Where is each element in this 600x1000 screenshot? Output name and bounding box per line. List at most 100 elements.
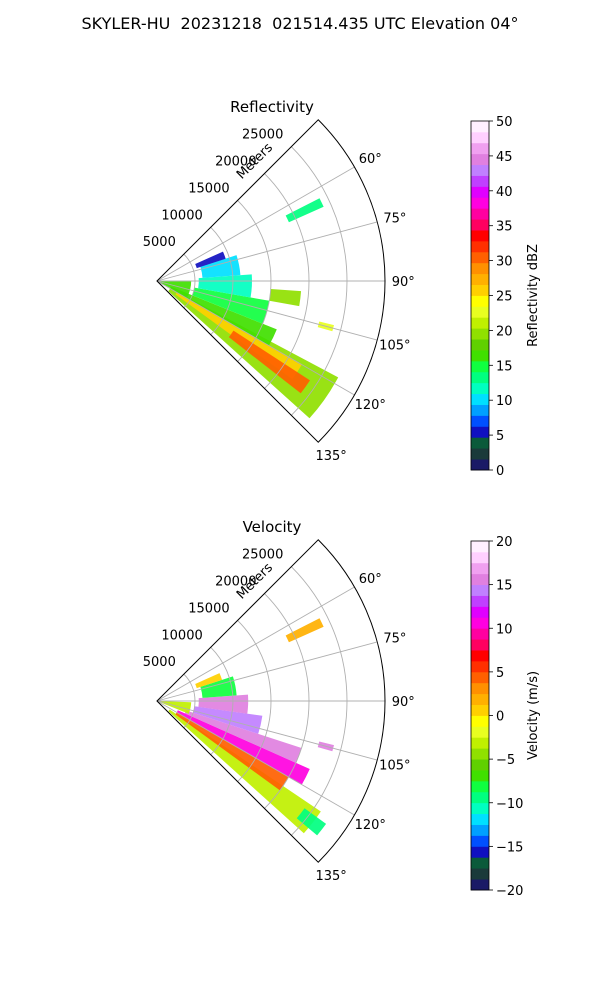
- echo-region: [269, 288, 302, 307]
- colorbar-swatch: [471, 382, 489, 395]
- echo-region: [198, 274, 252, 298]
- colorbar-tick-label: 10: [496, 622, 513, 637]
- colorbar: −20 −15 −10 −5 0 5 10 15 20 Velocity (m/s): [470, 535, 541, 899]
- colorbar-swatch: [471, 595, 489, 607]
- colorbar-swatch: [471, 339, 489, 351]
- azimuth-tick-label: 120°: [355, 818, 386, 833]
- colorbar-tick-label: 30: [496, 255, 513, 270]
- colorbar: 0 5 10 15 20 25 30 35 40 45 50 Reflectivity dBZ: [470, 115, 541, 479]
- colorbar-swatch: [471, 617, 489, 629]
- range-tick-label: 5000: [143, 235, 176, 250]
- colorbar-tick-label: 45: [496, 150, 513, 165]
- colorbar-swatch: [471, 317, 489, 329]
- colorbar-swatch: [471, 671, 489, 684]
- azimuth-spoke: [156, 586, 355, 702]
- colorbar-swatch: [471, 562, 489, 575]
- azimuth-spoke: [156, 700, 378, 761]
- echo-region: [296, 808, 327, 836]
- colorbar-swatch: [471, 759, 489, 771]
- colorbar-swatch: [471, 628, 489, 640]
- colorbar-label: Reflectivity dBZ: [526, 244, 541, 347]
- sector-frame: [156, 119, 386, 443]
- panel-title: Reflectivity: [230, 98, 314, 116]
- azimuth-tick-label: 120°: [355, 398, 386, 413]
- colorbar-swatch: [471, 121, 489, 133]
- radar-panel: Reflectivity500010000150002000025000Mete…: [143, 98, 541, 479]
- azimuth-tick-label: 90°: [392, 695, 415, 710]
- azimuth-tick-label: 105°: [379, 759, 410, 774]
- colorbar-swatch: [471, 879, 489, 891]
- azimuth-spoke: [156, 166, 355, 282]
- colorbar-swatch: [471, 284, 489, 296]
- colorbar-swatch: [471, 682, 489, 695]
- colorbar-tick-label: −5: [496, 753, 515, 768]
- colorbar-swatch: [471, 153, 489, 166]
- colorbar-swatch: [471, 131, 489, 144]
- colorbar-tick-label: 0: [496, 710, 504, 725]
- azimuth-spoke: [156, 641, 378, 702]
- range-tick-label: 15000: [188, 181, 229, 196]
- colorbar-tick-label: 20: [496, 535, 513, 550]
- azimuth-spoke: [156, 700, 355, 816]
- colorbar-swatch: [471, 791, 489, 804]
- colorbar-swatch: [471, 426, 489, 438]
- colorbar-tick-label: 15: [496, 579, 513, 594]
- colorbar-swatch: [471, 639, 489, 651]
- colorbar-swatch: [471, 584, 489, 596]
- range-tick-label: 20000: [215, 155, 256, 170]
- colorbar-swatch: [471, 857, 489, 869]
- colorbar-swatch: [471, 197, 489, 209]
- colorbar-tick-label: 40: [496, 185, 513, 200]
- colorbar-swatch: [471, 650, 489, 662]
- colorbar-tick-label: 5: [496, 666, 504, 681]
- colorbar-swatch: [471, 186, 489, 198]
- colorbar-tick-label: 20: [496, 324, 513, 339]
- colorbar-swatch: [471, 824, 489, 836]
- colorbar-swatch: [471, 802, 489, 815]
- colorbar-tick-label: 10: [496, 394, 513, 409]
- colorbar-tick-label: 50: [496, 115, 513, 130]
- range-tick-label: 20000: [215, 575, 256, 590]
- colorbar-swatch: [471, 175, 489, 187]
- colorbar-swatch: [471, 371, 489, 384]
- azimuth-spoke: [156, 280, 378, 341]
- colorbar-swatch: [471, 262, 489, 275]
- azimuth-tick-label: 75°: [383, 211, 406, 226]
- panel-title: Velocity: [243, 518, 302, 536]
- echo-region: [184, 710, 302, 763]
- figure-title: SKYLER-HU 20231218 021514.435 UTC Elevat…: [81, 14, 519, 33]
- colorbar-tick-label: 35: [496, 220, 513, 235]
- colorbar-tick-label: −15: [496, 840, 523, 855]
- colorbar-swatch: [471, 273, 489, 285]
- colorbar-label: Velocity (m/s): [526, 671, 541, 760]
- echo-region: [176, 710, 310, 785]
- echo-region: [198, 694, 249, 714]
- range-tick-label: 10000: [161, 208, 202, 223]
- azimuth-spoke: [156, 221, 378, 282]
- colorbar-swatch: [471, 770, 489, 782]
- colorbar-swatch: [471, 208, 489, 220]
- echo-region: [228, 330, 310, 394]
- range-tick-label: 25000: [242, 548, 283, 563]
- colorbar-swatch: [471, 813, 489, 825]
- echo-region: [168, 709, 321, 834]
- colorbar-swatch: [471, 164, 489, 176]
- colorbar-swatch: [471, 251, 489, 264]
- echo-region: [195, 673, 223, 689]
- colorbar-swatch: [471, 660, 489, 673]
- colorbar-tick-label: 15: [496, 359, 513, 374]
- echo-region: [285, 618, 324, 643]
- colorbar-tick-label: −10: [496, 797, 523, 812]
- colorbar-swatch: [471, 573, 489, 586]
- azimuth-tick-label: 75°: [383, 631, 406, 646]
- colorbar-swatch: [471, 393, 489, 405]
- range-tick-label: 5000: [143, 655, 176, 670]
- colorbar-tick-label: 5: [496, 429, 504, 444]
- echo-region: [157, 701, 192, 714]
- azimuth-tick-label: 105°: [379, 339, 410, 354]
- azimuth-tick-label: 135°: [315, 449, 346, 464]
- colorbar-swatch: [471, 737, 489, 749]
- colorbar-swatch: [471, 748, 489, 760]
